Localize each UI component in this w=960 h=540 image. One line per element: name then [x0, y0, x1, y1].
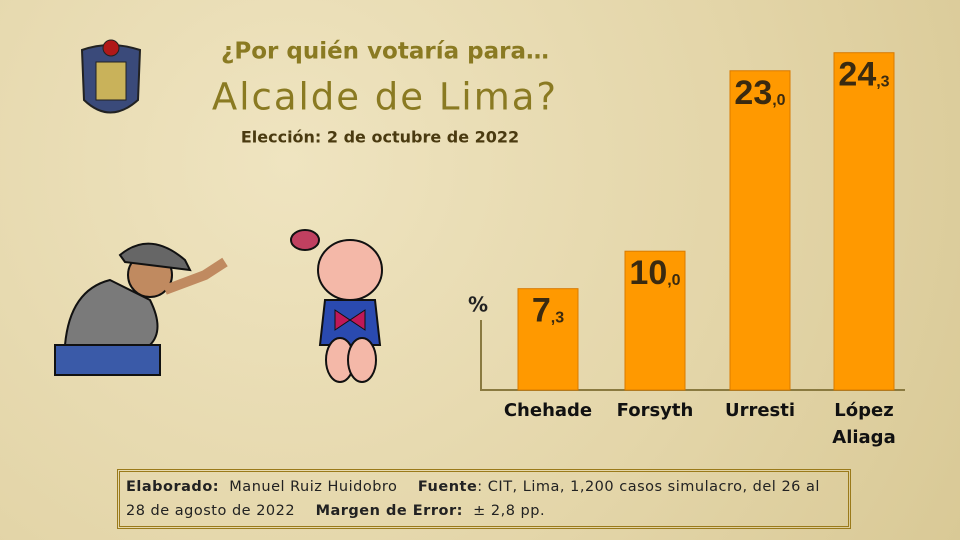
- x-tick-label: Urresti: [725, 400, 795, 421]
- x-tick-label: López Aliaga: [832, 400, 895, 448]
- x-tick-label: Forsyth: [617, 400, 694, 421]
- footer-label: Margen de Error:: [315, 503, 463, 519]
- value-label-int: 10: [629, 254, 667, 292]
- value-label-int: 7: [532, 292, 551, 330]
- value-label: 23,0: [734, 74, 785, 112]
- value-label: 24,3: [838, 56, 889, 94]
- value-label-dec: ,0: [772, 92, 785, 109]
- x-tick-label-line: Forsyth: [617, 400, 694, 421]
- bar: [624, 250, 686, 391]
- footer-label: Elaborado:: [126, 479, 220, 495]
- chart-title: ¿Por quién votaría para…: [221, 39, 549, 65]
- y-axis-label: %: [468, 293, 488, 317]
- value-label-int: 23: [734, 74, 772, 112]
- bar: [729, 70, 791, 391]
- footer-text: : CIT, Lima, 1,200 casos simulacro, del …: [126, 479, 820, 519]
- crest-logo: [80, 39, 142, 114]
- bar: [517, 288, 579, 391]
- value-label-dec: ,3: [551, 310, 564, 327]
- value-label-dec: ,0: [667, 272, 680, 289]
- value-label: 7,3: [532, 292, 564, 330]
- footer-text: Manuel Ruiz Huidobro: [229, 479, 398, 495]
- value-label-dec: ,3: [876, 74, 889, 91]
- chart-note: Elección: 2 de octubre de 2022: [241, 128, 519, 147]
- chart-subtitle: Alcalde de Lima?: [212, 76, 558, 119]
- cartoon-pig: [290, 229, 383, 383]
- footer-text: ± 2,8 pp.: [473, 503, 546, 519]
- x-tick-label-line: López: [834, 400, 893, 421]
- cartoon-man: [54, 242, 228, 376]
- value-label-int: 24: [838, 56, 876, 94]
- bar: [833, 52, 895, 391]
- footer-label: Fuente: [417, 479, 478, 495]
- x-tick-label: Chehade: [504, 400, 592, 421]
- footer: Elaborado: Manuel Ruiz Huidobro Fuente: …: [117, 469, 851, 529]
- x-tick-label-line: Aliaga: [832, 427, 895, 448]
- value-label: 10,0: [629, 254, 680, 292]
- x-tick-label-line: Chehade: [504, 400, 592, 421]
- x-tick-label-line: Urresti: [725, 400, 795, 421]
